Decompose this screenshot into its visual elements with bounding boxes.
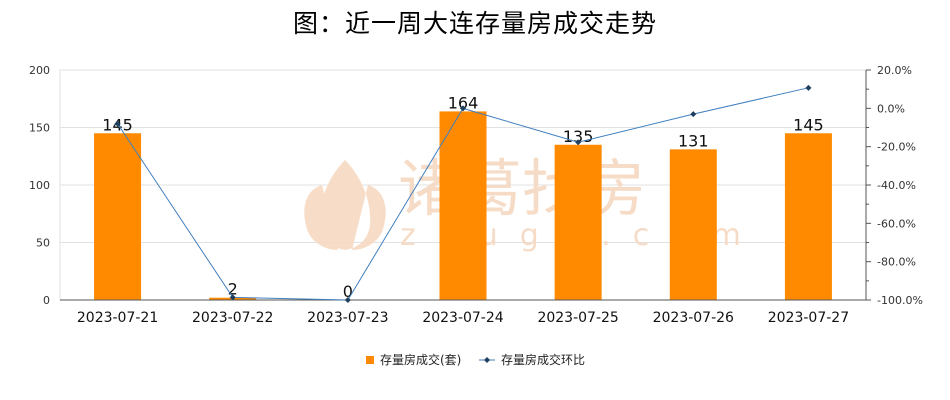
bar	[439, 111, 487, 301]
line-point	[460, 105, 466, 112]
bar-value-label: 145	[793, 115, 824, 134]
legend-marker-line	[484, 357, 490, 363]
y-left-tick-label: 0	[43, 294, 50, 307]
x-tick-label: 2023-07-22	[192, 310, 273, 326]
x-tick-label: 2023-07-24	[422, 310, 503, 326]
watermark-text-cn: 诸葛找房	[398, 152, 646, 225]
bar	[669, 149, 717, 300]
x-tick-label: 2023-07-26	[653, 310, 734, 326]
y-right-tick-label: -40.0%	[877, 179, 916, 192]
bar-value-label: 164	[448, 93, 479, 112]
line-point	[575, 139, 582, 146]
y-left-tick-label: 50	[36, 237, 50, 250]
watermark-logo	[304, 160, 386, 250]
legend-label-bar: 存量房成交(套)	[380, 352, 461, 367]
y-right-tick-label: 0.0%	[877, 102, 905, 115]
line-point	[229, 294, 236, 301]
bar	[554, 144, 602, 300]
y-left-tick-label: 100	[29, 179, 50, 192]
line-point	[690, 111, 697, 118]
y-left-tick-label: 150	[29, 122, 50, 135]
y-right-tick-label: -80.0%	[877, 256, 916, 269]
y-left-tick-label: 200	[29, 64, 50, 77]
bar	[94, 133, 142, 300]
bar-value-label: 0	[343, 282, 353, 301]
line-point	[344, 297, 351, 303]
x-tick-label: 2023-07-23	[307, 310, 388, 326]
y-right-tick-label: 20.0%	[877, 64, 912, 77]
x-tick-label: 2023-07-21	[77, 310, 158, 326]
bar-value-label: 135	[563, 127, 594, 146]
x-tick-label: 2023-07-25	[537, 310, 618, 326]
bar-value-label: 2	[228, 280, 238, 299]
x-tick-label: 2023-07-27	[768, 310, 849, 326]
bar-value-label: 131	[678, 131, 709, 150]
y-right-tick-label: -60.0%	[877, 217, 916, 230]
y-right-tick-label: -20.0%	[877, 141, 916, 154]
line-point	[805, 84, 812, 91]
chart-title: 图：近一周大连存量房成交走势	[292, 9, 657, 38]
bar	[784, 133, 832, 300]
legend-swatch-bar	[366, 356, 374, 364]
y-right-tick-label: -100.0%	[877, 294, 923, 307]
legend-label-line: 存量房成交环比	[501, 352, 585, 367]
line-point	[114, 120, 121, 127]
